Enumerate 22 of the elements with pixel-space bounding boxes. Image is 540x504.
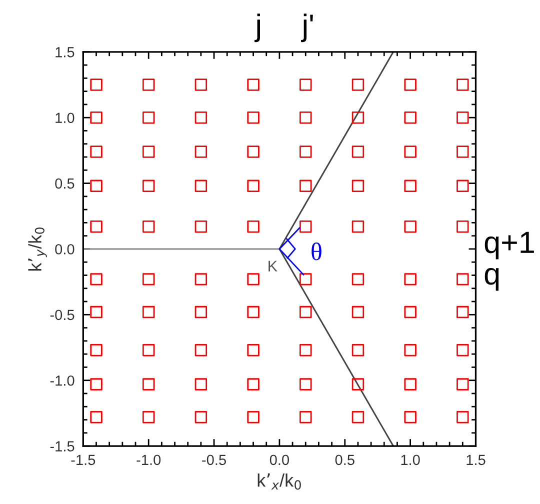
x-tick-label: -1.0 <box>136 454 161 466</box>
y-tick-label: 1.5 <box>56 47 74 58</box>
y-tick-label: -1.0 <box>50 375 74 386</box>
x-tick-label: 0.5 <box>335 454 354 466</box>
text: q <box>484 268 499 291</box>
x-tick-label: -1.5 <box>71 454 96 466</box>
y-tick-label: 1.0 <box>56 112 74 124</box>
x-tick-label: 0.0 <box>270 454 290 466</box>
y-tick-label: 0.5 <box>55 178 74 189</box>
y-axis-title: k’$_{y}$/k$_{0}$ <box>28 227 47 271</box>
y-tick-label: -1.5 <box>50 441 74 452</box>
x-axis-title: k’$_{x}$/k$_{0}$ <box>258 473 301 490</box>
annotation: θ <box>312 242 322 260</box>
y-tick-label: -0.5 <box>50 310 74 320</box>
y-tick-label: 0.0 <box>55 244 74 254</box>
text: j <box>254 14 260 42</box>
text: j' <box>301 14 313 42</box>
x-tick-label: 1.5 <box>466 454 486 466</box>
annotation: K <box>268 260 278 272</box>
text: q+1 <box>484 232 534 260</box>
x-tick-label: -0.5 <box>202 454 226 466</box>
x-tick-label: 1.0 <box>401 454 420 466</box>
